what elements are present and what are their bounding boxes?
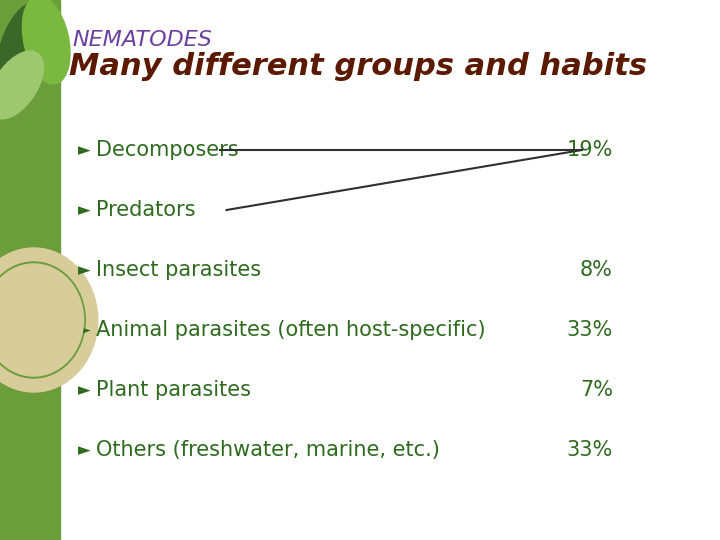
Text: ►: ► (78, 381, 91, 399)
Text: ►: ► (78, 441, 91, 459)
Text: 7%: 7% (580, 380, 613, 400)
Text: Animal parasites (often host-specific): Animal parasites (often host-specific) (96, 320, 485, 340)
Ellipse shape (0, 51, 43, 119)
Text: Decomposers: Decomposers (96, 140, 238, 160)
Text: Others (freshwater, marine, etc.): Others (freshwater, marine, etc.) (96, 440, 440, 460)
Text: ►: ► (78, 321, 91, 339)
Circle shape (0, 262, 85, 378)
Circle shape (0, 248, 98, 392)
Circle shape (0, 264, 84, 376)
Text: ►: ► (78, 141, 91, 159)
Text: Plant parasites: Plant parasites (96, 380, 251, 400)
Bar (0, 0, 60, 540)
Text: 8%: 8% (580, 260, 613, 280)
Text: 19%: 19% (567, 140, 613, 160)
Text: 33%: 33% (567, 440, 613, 460)
Ellipse shape (22, 0, 70, 84)
Text: NEMATODES: NEMATODES (73, 30, 212, 50)
Text: Predators: Predators (96, 200, 195, 220)
Text: Insect parasites: Insect parasites (96, 260, 261, 280)
Text: 33%: 33% (567, 320, 613, 340)
Ellipse shape (0, 2, 53, 98)
Text: Many different groups and habits: Many different groups and habits (69, 52, 647, 81)
Text: ►: ► (78, 201, 91, 219)
Text: ►: ► (78, 261, 91, 279)
